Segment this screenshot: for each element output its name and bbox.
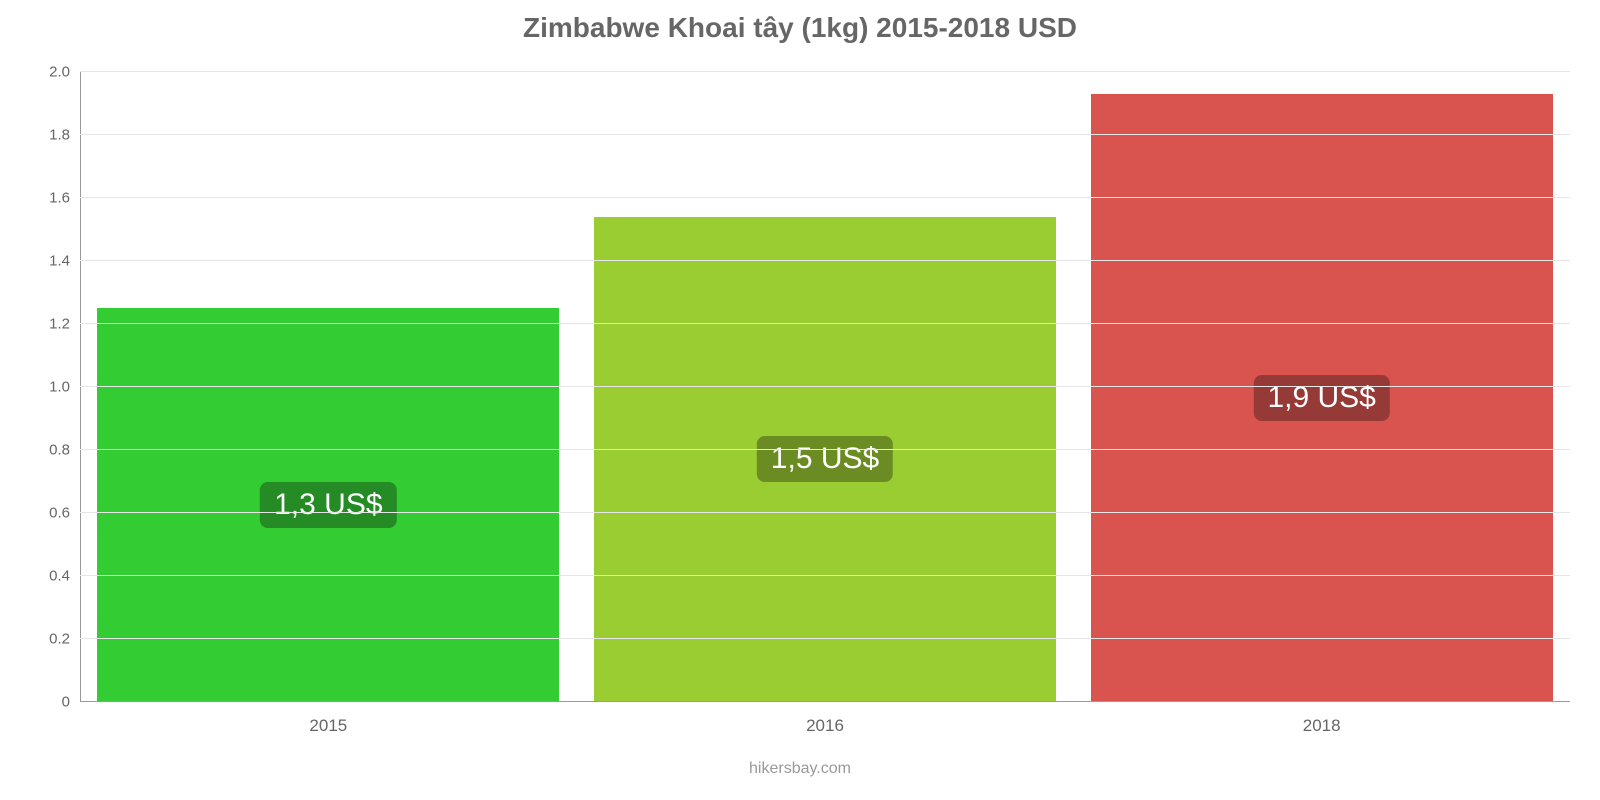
grid-line (80, 512, 1570, 513)
y-tick-label: 2.0 (49, 64, 80, 81)
chart-container: Zimbabwe Khoai tây (1kg) 2015-2018 USD 1… (0, 0, 1600, 800)
y-tick-label: 0 (62, 694, 80, 711)
bar-slot: 1,3 US$2015 (80, 72, 577, 702)
chart-title: Zimbabwe Khoai tây (1kg) 2015-2018 USD (0, 12, 1600, 44)
value-badge: 1,9 US$ (1253, 375, 1389, 421)
y-tick-label: 0.8 (49, 442, 80, 459)
y-tick-label: 1.2 (49, 316, 80, 333)
bar-slot: 1,9 US$2018 (1073, 72, 1570, 702)
y-tick-label: 0.6 (49, 505, 80, 522)
y-tick-label: 1.4 (49, 253, 80, 270)
y-tick-label: 1.6 (49, 190, 80, 207)
y-tick-label: 1.0 (49, 379, 80, 396)
grid-line (80, 575, 1570, 576)
x-tick-label: 2018 (1303, 716, 1341, 736)
bar: 1,9 US$ (1091, 94, 1553, 702)
x-tick-label: 2016 (806, 716, 844, 736)
plot-area: 1,3 US$20151,5 US$20161,9 US$2018 00.20.… (80, 72, 1570, 702)
bar: 1,5 US$ (594, 217, 1056, 702)
value-badge: 1,5 US$ (757, 436, 893, 482)
grid-line (80, 71, 1570, 72)
y-tick-label: 0.2 (49, 631, 80, 648)
value-badge: 1,3 US$ (260, 482, 396, 528)
grid-line (80, 638, 1570, 639)
grid-line (80, 449, 1570, 450)
grid-line (80, 386, 1570, 387)
y-axis-line (80, 72, 81, 702)
chart-footer: hikersbay.com (0, 760, 1600, 778)
grid-line (80, 134, 1570, 135)
x-tick-label: 2015 (309, 716, 347, 736)
grid-line (80, 323, 1570, 324)
y-tick-label: 0.4 (49, 568, 80, 585)
bar-slot: 1,5 US$2016 (577, 72, 1074, 702)
bar: 1,3 US$ (97, 308, 559, 702)
bars-layer: 1,3 US$20151,5 US$20161,9 US$2018 (80, 72, 1570, 702)
grid-line (80, 197, 1570, 198)
grid-line (80, 260, 1570, 261)
x-axis-line (80, 701, 1570, 702)
y-tick-label: 1.8 (49, 127, 80, 144)
